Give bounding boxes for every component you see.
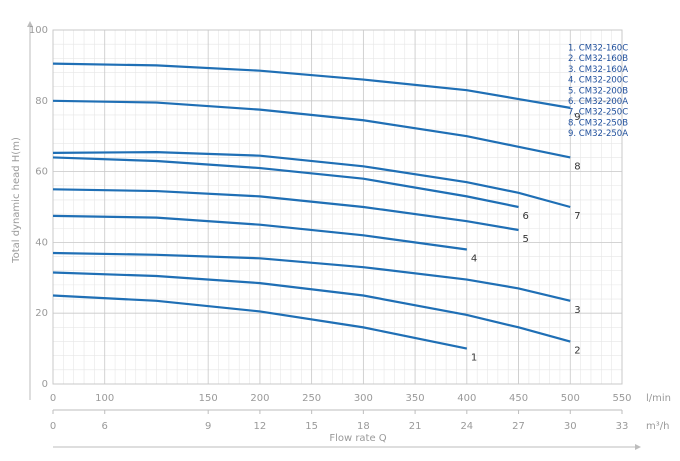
curve-label: 5 xyxy=(523,234,529,245)
curve-label: 1 xyxy=(471,353,477,364)
pump-curve xyxy=(52,251,571,302)
legend-entry: 9. CM32-250A xyxy=(568,129,628,139)
curve-label: 6 xyxy=(523,211,529,222)
x2-tick-label: 15 xyxy=(305,421,318,432)
x-tick-label: 550 xyxy=(612,393,631,404)
legend-entry: 4. CM32-200C xyxy=(568,76,628,86)
y-tick-label: 0 xyxy=(42,379,48,390)
legend-entry: 7. CM32-250C xyxy=(568,108,628,118)
x2-tick-label: 21 xyxy=(409,421,422,432)
x-tick-label: 400 xyxy=(457,393,476,404)
pump-curve xyxy=(52,188,519,232)
x-tick-label: 450 xyxy=(509,393,528,404)
legend-entry: 3. CM32-160A xyxy=(568,65,628,75)
y-tick-label: 40 xyxy=(35,237,48,248)
minor-grid xyxy=(52,29,623,385)
x2-tick-label: 30 xyxy=(564,421,577,432)
curve-label: 2 xyxy=(574,346,580,357)
legend-entry: 2. CM32-160B xyxy=(568,54,628,64)
x2-tick-label: 12 xyxy=(254,421,267,432)
curve-label: 7 xyxy=(574,211,580,222)
x2-tick-label: 24 xyxy=(460,421,473,432)
pump-curve xyxy=(52,151,571,209)
legend-entry: 1. CM32-160C xyxy=(568,44,628,54)
x-tick-label: 100 xyxy=(95,393,114,404)
y-tick-label: 60 xyxy=(35,167,48,178)
x2-tick-label: 18 xyxy=(357,421,370,432)
y-tick-label: 80 xyxy=(35,96,48,107)
x2-tick-label: 9 xyxy=(205,421,211,432)
pump-curve xyxy=(52,99,571,159)
x2-unit: m³/h xyxy=(646,421,669,432)
x-tick-label: 150 xyxy=(199,393,218,404)
x-tick-label: 200 xyxy=(250,393,269,404)
x-tick-label: 0 xyxy=(50,393,56,404)
y-tick-label: 100 xyxy=(29,25,48,36)
pump-curve xyxy=(52,156,519,209)
curve-label: 4 xyxy=(471,253,477,264)
pump-curve xyxy=(52,214,467,251)
x2-tick-label: 27 xyxy=(512,421,525,432)
x-tick-label: 300 xyxy=(354,393,373,404)
y-tick-label: 20 xyxy=(35,308,48,319)
y-axis-title: Total dynamic head H(m) xyxy=(11,137,22,264)
pump-curve xyxy=(52,271,571,343)
pump-curve xyxy=(52,62,571,109)
x-tick-label: 350 xyxy=(406,393,425,404)
x2-tick-label: 0 xyxy=(50,421,56,432)
x-axis-title: Flow rate Q xyxy=(329,433,386,444)
legend-entry: 8. CM32-250B xyxy=(568,118,628,128)
x-tick-label: 500 xyxy=(561,393,580,404)
curve-label: 9 xyxy=(574,112,580,123)
x2-tick-label: 6 xyxy=(102,421,108,432)
plot-frame xyxy=(52,29,623,385)
x2-tick-label: 33 xyxy=(616,421,629,432)
x-tick-label: 250 xyxy=(302,393,321,404)
legend-entry: 6. CM32-200A xyxy=(568,97,628,107)
curve-label: 3 xyxy=(574,305,580,316)
curve-label: 8 xyxy=(574,161,580,172)
pump-curve xyxy=(52,294,468,350)
x-unit: l/min xyxy=(646,393,671,404)
legend-entry: 5. CM32-200B xyxy=(568,86,628,96)
